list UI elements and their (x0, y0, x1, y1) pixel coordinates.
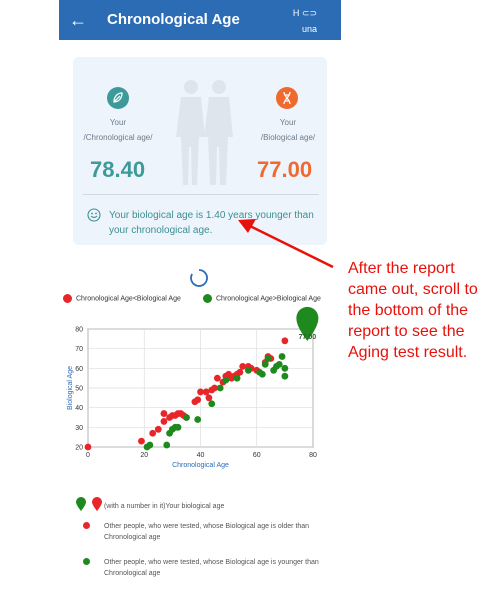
x-tick-label: 80 (309, 452, 317, 459)
green-data-point (174, 423, 182, 431)
green-legend-desc: Other people, who were tested, whose Bio… (104, 559, 319, 577)
y-axis-label: Biological Age (67, 366, 74, 410)
y-tick-label: 70 (75, 346, 83, 353)
age-summary-card: Your /Chronological age/ Your /Biologica… (73, 57, 327, 245)
leaf-icon (107, 87, 129, 109)
dna-icon (276, 87, 298, 109)
your-age-pin (296, 306, 319, 341)
green-data-point (146, 441, 154, 449)
red-data-point (213, 374, 221, 382)
your-age-pin-label: 77.00 (299, 334, 317, 341)
green-data-point (222, 376, 230, 384)
green-data-point (216, 384, 224, 392)
y-tick-label: 40 (75, 405, 83, 412)
red-data-point (236, 368, 244, 376)
device-name: una (301, 24, 317, 34)
red-data-point (239, 362, 247, 370)
green-data-point (281, 372, 289, 380)
red-data-point (211, 384, 218, 392)
x-tick-label: 60 (253, 452, 261, 459)
green-data-point (258, 370, 266, 378)
legend-red: Chronological Age<Biological Age (63, 294, 181, 303)
app-bar: ← Chronological Age H ⊂⊃ una (59, 0, 341, 40)
pin-legend-text: (with a number in it)Your biological age (104, 503, 225, 510)
red-data-point (194, 396, 202, 404)
green-data-point (281, 364, 289, 372)
green-data-point (163, 441, 171, 449)
red-dot-icon (83, 522, 90, 529)
red-data-point (197, 388, 204, 396)
green-data-point (233, 374, 241, 382)
green-data-point (183, 414, 190, 421)
red-data-point (149, 429, 157, 437)
loading-spinner-icon (190, 269, 208, 287)
chronological-age-value: 78.40 (90, 157, 146, 182)
couple-silhouette-icon (176, 80, 233, 185)
red-data-point (281, 337, 289, 345)
smile-icon (87, 208, 101, 222)
bio-label-2: /Biological age/ (260, 133, 316, 142)
annotation-arrow (238, 219, 334, 269)
legend-red-label: Chronological Age<Biological Age (76, 295, 181, 303)
red-legend-desc: Other people, who were tested, whose Bio… (104, 523, 310, 541)
red-data-point (202, 388, 210, 396)
biological-age-value: 77.00 (257, 157, 313, 182)
bio-label-1: Your (279, 118, 297, 127)
x-tick-label: 20 (140, 452, 148, 459)
y-tick-label: 60 (75, 366, 83, 373)
y-tick-label: 80 (75, 327, 83, 334)
green-data-point (264, 355, 272, 362)
red-dot-icon (63, 294, 72, 303)
y-tick-label: 30 (75, 425, 83, 432)
age-difference-message: Your biological age is 1.40 years younge… (109, 210, 314, 236)
legend-green-label: Chronological Age>Biological Age (216, 295, 321, 303)
green-data-point (278, 353, 286, 360)
red-data-point (84, 443, 92, 451)
x-tick-label: 0 (86, 452, 90, 459)
phone-screen: ← Chronological Age H ⊂⊃ una Your /Chron… (59, 0, 341, 591)
red-data-point (138, 437, 145, 445)
x-tick-label: 40 (197, 452, 205, 459)
bluetooth-icon[interactable]: H ⊂⊃ (292, 8, 317, 18)
green-data-point (244, 366, 252, 374)
red-data-point (160, 418, 168, 425)
red-data-point (160, 410, 168, 417)
red-data-point (205, 394, 213, 402)
divider (83, 194, 319, 195)
pin-legend-icon (76, 497, 102, 511)
green-data-point (194, 416, 202, 423)
chrono-label-2: /Chronological age/ (83, 133, 153, 142)
red-data-point (154, 425, 162, 433)
legend-green: Chronological Age>Biological Age (203, 294, 321, 303)
green-data-point (208, 400, 216, 408)
y-tick-label: 20 (75, 445, 83, 452)
chrono-label-1: Your (109, 118, 127, 127)
page-title: Chronological Age (107, 11, 240, 28)
y-tick-label: 50 (75, 386, 83, 393)
green-data-point (275, 361, 283, 368)
green-dot-icon (83, 558, 90, 565)
x-axis-label: Chronological Age (172, 462, 229, 469)
green-dot-icon (203, 294, 212, 303)
back-arrow-icon[interactable]: ← (69, 10, 87, 30)
annotation-text: After the report came out, scroll to the… (348, 260, 478, 361)
green-data-point (261, 361, 269, 368)
